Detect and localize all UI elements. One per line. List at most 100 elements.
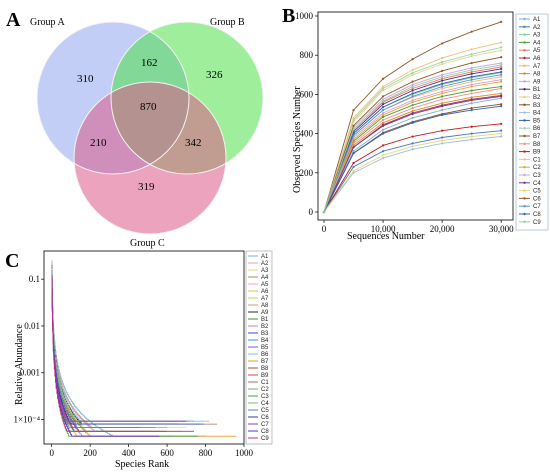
rarefaction-point-b5: [441, 82, 444, 85]
rarefaction-legend-label-c3: C3: [533, 173, 541, 179]
rarefaction-legend-label-a8: A8: [533, 72, 541, 78]
rarefaction-point-a2: [411, 142, 414, 145]
rarefaction-plot-frame: [317, 11, 514, 221]
rarefaction-point-c3: [411, 83, 414, 86]
rarefaction-point-c7: [381, 108, 385, 112]
rarefaction-point-c8: [441, 113, 444, 117]
rarefaction-point-b6: [381, 87, 385, 90]
rarefaction-point-a4: [500, 85, 503, 88]
rarefaction-point-b7: [470, 30, 473, 33]
rank-abundance-legend-label-b8: B8: [261, 366, 269, 372]
rarefaction-point-b7: [352, 108, 355, 112]
rarefaction-legend-marker-a8: [523, 72, 526, 75]
rarefaction-line-c6: [323, 56, 502, 213]
rarefaction-point-a2: [441, 136, 444, 139]
rarefaction-point-b2: [441, 62, 444, 66]
rarefaction-point-a5: [441, 77, 444, 80]
rarefaction-point-b6: [470, 53, 473, 56]
rarefaction-point-c8: [352, 152, 355, 155]
rank-abundance-x-tick-label: 800: [199, 448, 213, 458]
rarefaction-point-b5: [381, 106, 385, 109]
panel-letter-c: C: [5, 250, 19, 272]
rarefaction-point-a1: [381, 128, 385, 131]
rank-abundance-legend-label-c2: C2: [261, 387, 269, 393]
rank-abundance-legend-label-b6: B6: [261, 352, 269, 358]
rarefaction-legend-marker-a2: [523, 25, 526, 28]
rarefaction-y-tick-label: 600: [300, 89, 314, 99]
rarefaction-legend-label-c7: C7: [533, 204, 541, 210]
rarefaction-legend-label-a2: A2: [533, 25, 541, 31]
rarefaction-point-b2: [500, 49, 503, 52]
rarefaction-point-c2: [381, 113, 385, 117]
rarefaction-legend-label-b4: B4: [533, 111, 541, 117]
rarefaction-point-c4: [352, 146, 355, 149]
rank-abundance-legend-label-c6: C6: [261, 415, 269, 421]
rank-abundance-legend-label-c9: C9: [261, 436, 269, 442]
rank-abundance-legend-label-a8: A8: [261, 303, 269, 309]
rarefaction-point-a7: [500, 75, 503, 78]
rank-abundance-legend-label-a5: A5: [261, 282, 269, 288]
rarefaction-point-b8: [500, 87, 503, 90]
rank-abundance-legend-label-c5: C5: [261, 408, 269, 414]
rarefaction-point-b5: [411, 92, 414, 95]
venn-count-ab: 162: [141, 57, 158, 69]
rarefaction-point-c9: [352, 128, 355, 131]
rarefaction-point-a4: [381, 115, 385, 119]
rarefaction-point-a8: [381, 121, 385, 124]
rarefaction-point-c6: [500, 56, 503, 59]
rarefaction-point-b9: [441, 129, 444, 132]
rarefaction-legend-label-c4: C4: [533, 181, 541, 187]
rarefaction-point-b4: [381, 157, 385, 160]
rarefaction-point-b5: [500, 70, 503, 73]
rarefaction-legend-label-c2: C2: [533, 165, 541, 171]
rank-abundance-legend-label-c4: C4: [261, 401, 269, 407]
rank-abundance-line-c7: [51, 274, 187, 422]
rarefaction-legend-marker-b4: [523, 111, 526, 114]
panel-letter-a: A: [6, 9, 21, 31]
venn-count-c-only: 319: [138, 181, 155, 193]
rarefaction-legend-marker-c9: [523, 220, 526, 223]
rarefaction-point-c7: [470, 78, 473, 81]
rarefaction-point-c8: [470, 108, 473, 112]
rank-abundance-legend-label-b9: B9: [261, 373, 269, 379]
rarefaction-point-b6: [500, 46, 503, 49]
rarefaction-legend-label-a3: A3: [533, 33, 541, 39]
rarefaction-point-b3: [470, 107, 473, 110]
rarefaction-line-c1: [323, 42, 502, 213]
rarefaction-point-b6: [411, 71, 414, 74]
rank-abundance-x-tick-label: 400: [122, 448, 136, 458]
rarefaction-point-c9: [381, 100, 385, 103]
rank-abundance-y-axis-label: Relative Abundance: [14, 324, 25, 405]
rarefaction-point-c5: [411, 145, 414, 148]
rarefaction-y-tick-label: 0: [309, 207, 314, 217]
rarefaction-series: [322, 20, 503, 214]
rarefaction-legend-label-b1: B1: [533, 87, 541, 93]
rarefaction-legend-marker-c3: [523, 173, 526, 177]
rank-abundance-legend-label-a9: A9: [261, 310, 269, 316]
rarefaction-legend-box: [515, 13, 549, 231]
rarefaction-legend-marker-b8: [523, 142, 526, 145]
venn-label-group-b: Group B: [210, 17, 245, 28]
rarefaction-point-c3: [441, 73, 444, 76]
rarefaction-point-a1: [500, 97, 503, 100]
rarefaction-legend-marker-c8: [523, 212, 526, 216]
rarefaction-point-b4: [411, 148, 414, 151]
rarefaction-x-tick-label: 10,000: [371, 224, 396, 234]
rank-abundance-y-tick-label: 0.01: [24, 321, 40, 331]
rarefaction-point-c5: [500, 132, 503, 135]
rarefaction-legend-label-c1: C1: [533, 157, 541, 163]
rank-abundance-x-tick-label: 1000: [235, 448, 254, 458]
rarefaction-point-a2: [352, 165, 355, 169]
rarefaction-point-a5: [500, 65, 503, 69]
rarefaction-legend-marker-a7: [523, 64, 526, 68]
rarefaction-point-c2: [470, 85, 473, 88]
rarefaction-legend-label-a9: A9: [533, 79, 541, 85]
rarefaction-y-tick-label: 200: [300, 168, 314, 178]
rarefaction-point-c4: [411, 111, 414, 115]
rarefaction-point-c4: [381, 123, 385, 126]
rarefaction-legend-label-b3: B3: [533, 103, 541, 109]
rarefaction-point-c1: [441, 57, 444, 60]
rank-abundance-line-b5: [51, 268, 171, 425]
rarefaction-legend-label-b7: B7: [533, 134, 541, 140]
venn-count-bc: 342: [185, 137, 202, 149]
